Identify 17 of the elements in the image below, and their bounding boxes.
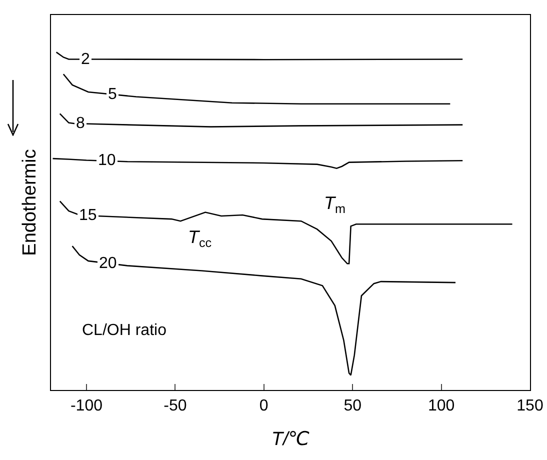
x-tick-label: 50 xyxy=(344,397,362,414)
annotation: CL/OH ratio xyxy=(82,322,167,339)
y-axis-title: Endothermic xyxy=(20,149,41,256)
x-tick-label: 100 xyxy=(428,397,455,414)
annotation: T$_{m}$ xyxy=(324,193,346,216)
series-label: 5 xyxy=(108,86,117,103)
x-tick-label: 150 xyxy=(516,397,544,414)
series-label: 10 xyxy=(98,152,116,169)
x-tick-label: -50 xyxy=(164,397,187,414)
x-axis-title: T/℃ xyxy=(271,429,310,450)
series-label: 15 xyxy=(79,207,97,224)
x-tick-label: -100 xyxy=(70,397,103,414)
annotation: T$_{cc}$ xyxy=(188,227,212,250)
series-label: 2 xyxy=(81,51,90,68)
series-label: 8 xyxy=(76,115,85,132)
series-label: 20 xyxy=(99,255,117,272)
x-tick-label: 0 xyxy=(259,397,268,414)
